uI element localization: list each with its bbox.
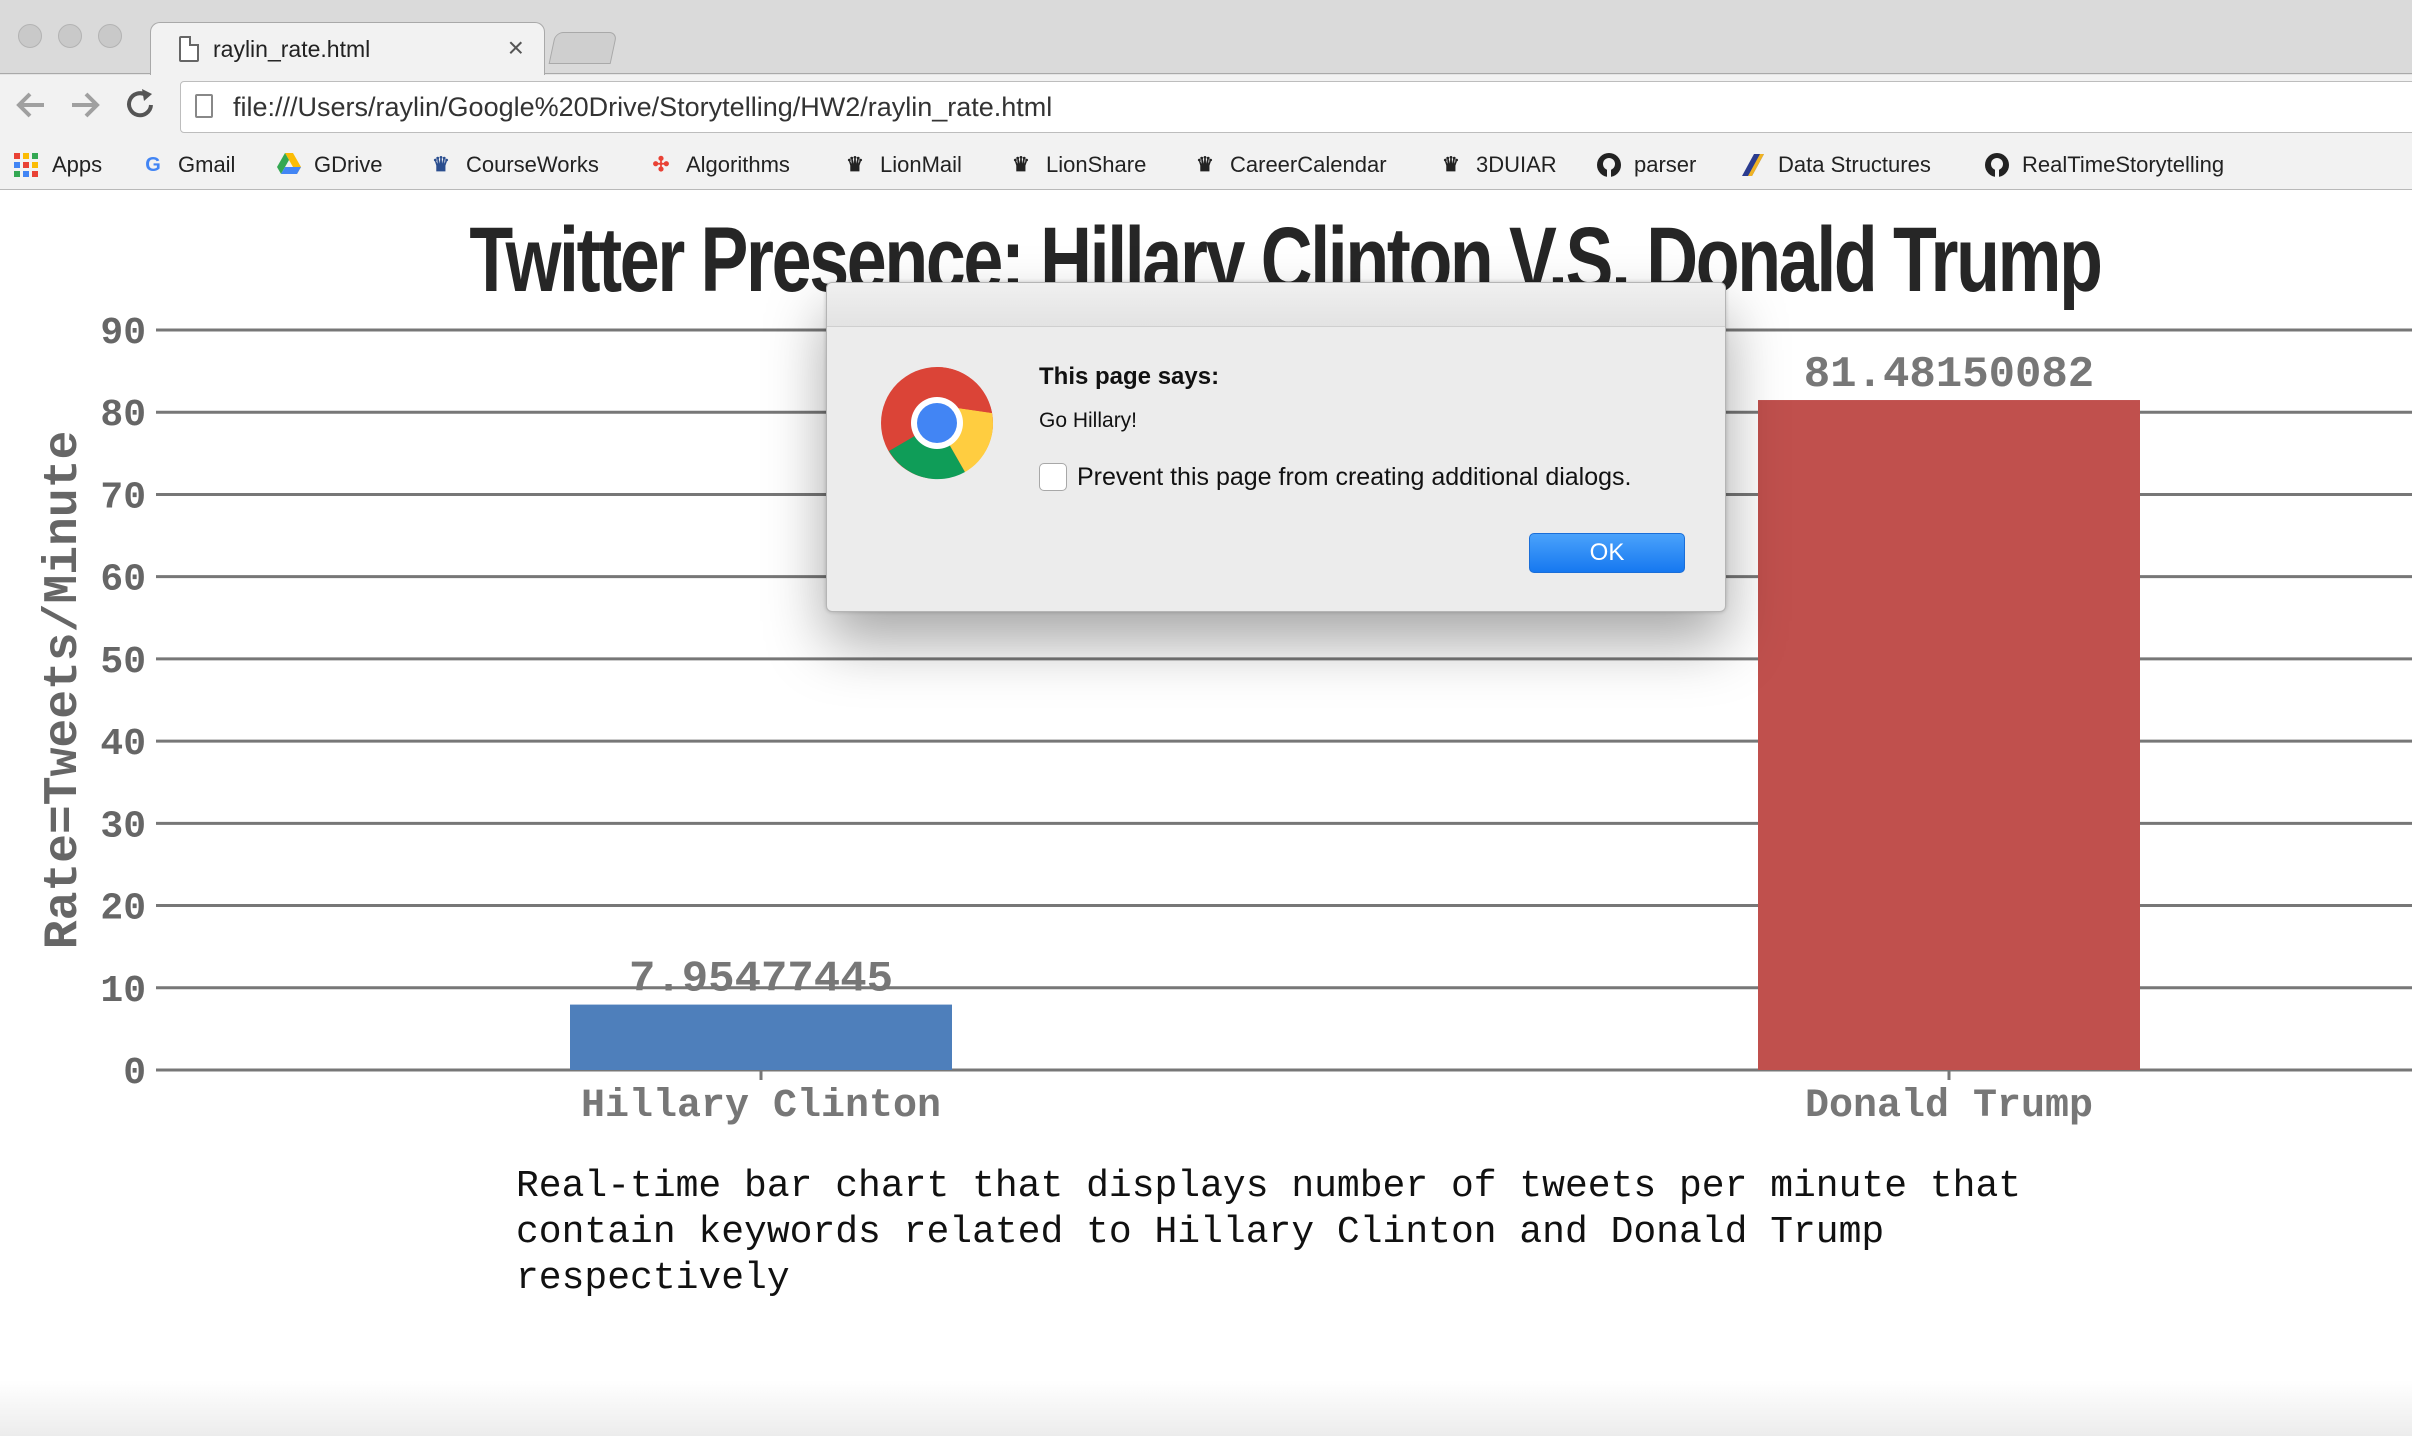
page-footer-shade <box>0 1380 2412 1436</box>
crown-icon: ♛ <box>846 154 864 176</box>
bookmark-label: Algorithms <box>686 152 790 177</box>
close-window-button[interactable] <box>18 24 42 48</box>
forward-arrow-icon[interactable] <box>68 85 102 136</box>
bookmark-realtimestorytelling[interactable]: RealTimeStorytelling <box>1984 147 2224 183</box>
google-icon: G <box>145 154 161 176</box>
bookmark-algorithms[interactable]: ✣ Algorithms <box>648 147 790 183</box>
bookmark-label: Apps <box>52 152 103 177</box>
reload-icon[interactable] <box>124 85 158 136</box>
bar-hillary-clinton <box>570 1004 952 1070</box>
data-structures-icon <box>1740 152 1766 178</box>
crown-icon: ♛ <box>1442 154 1460 176</box>
bookmark-label: 3DUIAR <box>1476 152 1557 177</box>
bookmark-data-structures[interactable]: Data Structures <box>1740 147 1931 183</box>
bar-value-label: 81.48150082 <box>1804 350 2094 400</box>
y-tick-label: 90 <box>100 312 146 355</box>
url-text: file:///Users/raylin/Google%20Drive/Stor… <box>233 92 1053 122</box>
y-axis-label: Rate=Tweets/Minute <box>37 431 91 949</box>
y-tick-label: 20 <box>100 888 146 931</box>
apps-grid-icon <box>14 153 38 177</box>
page-icon <box>195 94 213 118</box>
bookmark-careercalendar[interactable]: ♛ CareerCalendar <box>1192 147 1387 183</box>
toolbar: file:///Users/raylin/Google%20Drive/Stor… <box>0 75 2412 141</box>
bookmark-3duiar[interactable]: ♛ 3DUIAR <box>1438 147 1557 183</box>
bookmark-label: Data Structures <box>1778 152 1931 177</box>
dialog-message: Go Hillary! <box>1039 409 1138 432</box>
bookmark-gdrive[interactable]: GDrive <box>276 147 382 183</box>
pinwheel-icon: ✣ <box>652 154 670 176</box>
address-bar[interactable]: file:///Users/raylin/Google%20Drive/Stor… <box>180 81 2412 133</box>
bookmark-gmail[interactable]: G Gmail <box>140 147 235 183</box>
bookmark-label: LionShare <box>1046 152 1147 177</box>
crown-icon: ♛ <box>1196 154 1214 176</box>
bookmark-courseworks[interactable]: ♛ CourseWorks <box>428 147 599 183</box>
y-tick-label: 10 <box>100 970 146 1013</box>
x-tick-label: Hillary Clinton <box>581 1084 941 1129</box>
dialog-top-bar <box>827 283 1725 327</box>
y-tick-label: 40 <box>100 723 146 766</box>
x-tick-label: Donald Trump <box>1805 1084 2093 1129</box>
bookmark-lionshare[interactable]: ♛ LionShare <box>1008 147 1146 183</box>
y-tick-label: 30 <box>100 805 146 848</box>
crown-icon: ♛ <box>432 154 450 176</box>
ok-button[interactable]: OK <box>1529 533 1685 573</box>
bookmark-label: CourseWorks <box>466 152 599 177</box>
bar-donald-trump <box>1758 400 2140 1070</box>
dialog-heading: This page says: <box>1039 363 1220 390</box>
y-tick-label: 60 <box>100 559 146 602</box>
zoom-window-button[interactable] <box>98 24 122 48</box>
bookmarks-bar: Apps G Gmail GDrive ♛ CourseWorks ✣ Algo… <box>0 141 2412 189</box>
prevent-dialogs-checkbox[interactable] <box>1039 463 1067 491</box>
github-icon <box>1596 152 1622 178</box>
y-tick-label: 0 <box>123 1052 146 1095</box>
y-tick-label: 50 <box>100 641 146 684</box>
bookmark-apps[interactable]: Apps <box>14 147 102 183</box>
bookmark-label: parser <box>1634 152 1697 177</box>
chrome-logo-icon <box>881 367 993 480</box>
bookmark-lionmail[interactable]: ♛ LionMail <box>842 147 962 183</box>
bookmark-label: GDrive <box>314 152 383 177</box>
back-arrow-icon[interactable] <box>14 85 48 136</box>
bookmark-label: Gmail <box>178 152 236 177</box>
bookmark-label: LionMail <box>880 152 962 177</box>
bookmark-parser[interactable]: parser <box>1596 147 1696 183</box>
minimize-window-button[interactable] <box>58 24 82 48</box>
alert-dialog: This page says: Go Hillary! Prevent this… <box>826 282 1726 612</box>
y-tick-label: 80 <box>100 394 146 437</box>
drive-icon <box>276 152 302 178</box>
browser-chrome: raylin_rate.html × file:///Users/raylin/… <box>0 0 2412 190</box>
bookmark-label: RealTimeStorytelling <box>2022 152 2225 177</box>
bar-value-label: 7.95477445 <box>629 955 893 1005</box>
chart-caption: Real-time bar chart that displays number… <box>516 1165 2022 1300</box>
prevent-dialogs-label: Prevent this page from creating addition… <box>1077 463 1632 491</box>
tab-strip: raylin_rate.html × <box>0 0 2412 75</box>
y-tick-label: 70 <box>100 476 146 519</box>
crown-icon: ♛ <box>1012 154 1030 176</box>
github-icon <box>1984 152 2010 178</box>
bookmark-label: CareerCalendar <box>1230 152 1387 177</box>
